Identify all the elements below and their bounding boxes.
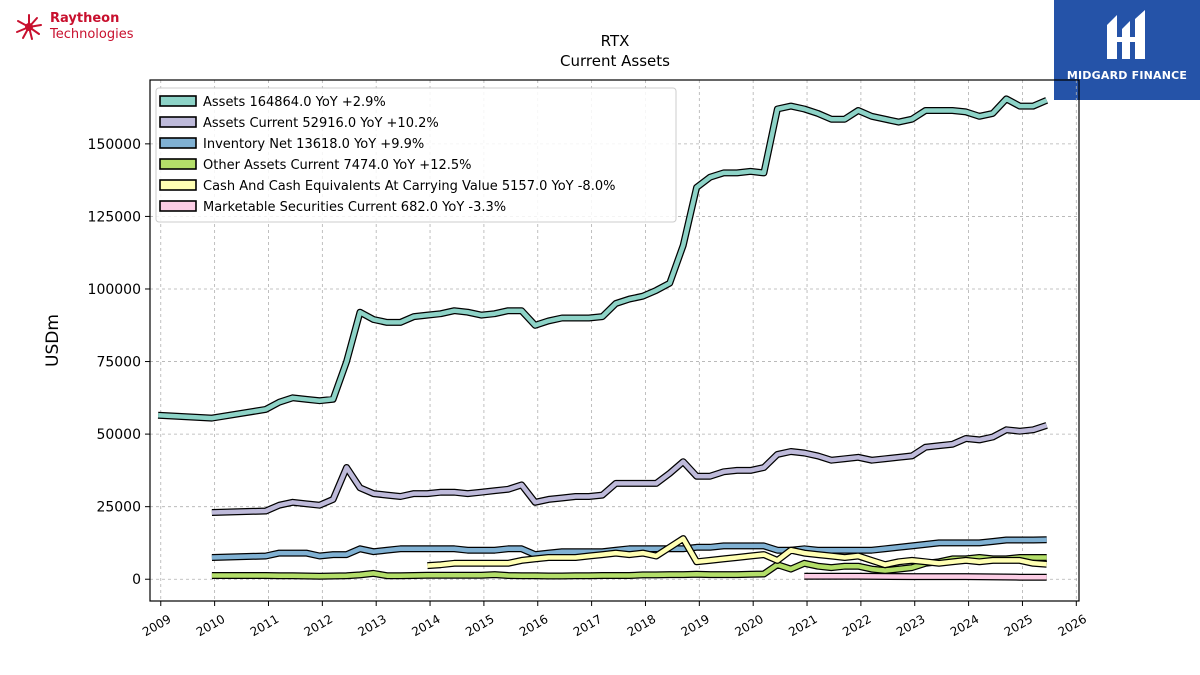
series-line-outline — [211, 422, 1048, 516]
x-tick-label: 2013 — [355, 612, 388, 639]
legend-label: Marketable Securities Current 682.0 YoY … — [203, 200, 506, 215]
series-line — [804, 574, 1047, 580]
plot-frame — [149, 79, 1080, 602]
series-line — [211, 555, 1047, 579]
logo-brand-text: MIDGARD FINANCE — [1066, 69, 1188, 82]
x-tick-label: 2020 — [732, 612, 765, 639]
legend-box — [155, 87, 677, 223]
x-tick-label: 2010 — [194, 612, 227, 639]
y-tick-label: 125000 — [88, 209, 141, 225]
legend-swatch — [159, 179, 197, 191]
midgard-monogram-icon — [1107, 10, 1145, 59]
x-tick-label: 2012 — [302, 612, 335, 639]
x-tick-label: 2025 — [1002, 612, 1035, 639]
x-tick-label: 2023 — [894, 612, 927, 639]
legend-label: Assets Current 52916.0 YoY +10.2% — [203, 116, 439, 131]
logo-text-line1: Raytheon — [50, 11, 120, 26]
x-tick-label: 2016 — [517, 612, 550, 639]
x-tick-label: 2015 — [463, 612, 496, 639]
legend-swatch — [159, 200, 197, 212]
y-tick-label: 150000 — [88, 137, 141, 153]
chart-title: RTX — [600, 32, 630, 50]
x-tick-label: 2017 — [571, 612, 604, 639]
series-line — [211, 537, 1047, 560]
raytheon-burst-icon — [16, 14, 42, 40]
y-tick-label: 100000 — [88, 282, 141, 298]
x-tick-label: 2019 — [679, 612, 712, 639]
raytheon-logo: Raytheon Technologies — [14, 10, 154, 46]
legend-swatch — [159, 158, 197, 170]
legend-label: Other Assets Current 7474.0 YoY +12.5% — [203, 158, 472, 173]
y-tick-label: 50000 — [96, 427, 141, 443]
x-tick-label: 2011 — [248, 612, 281, 639]
x-tick-label: 2018 — [625, 612, 658, 639]
x-tick-label: 2026 — [1056, 612, 1089, 639]
legend-swatch — [159, 95, 197, 107]
y-tick-label: 25000 — [96, 500, 141, 516]
x-tick-label: 2014 — [409, 612, 442, 639]
x-tick-label: 2024 — [948, 612, 981, 639]
legend-swatch — [159, 137, 197, 149]
midgard-finance-logo: MIDGARD FINANCE — [1054, 0, 1200, 100]
y-axis-label: USDm — [43, 314, 63, 367]
series-line — [211, 423, 1048, 515]
legend-label: Assets 164864.0 YoY +2.9% — [203, 95, 386, 110]
y-tick-label: 0 — [132, 572, 141, 588]
series-line — [157, 96, 1048, 421]
logo-text-line2: Technologies — [50, 27, 134, 42]
y-tick-label: 75000 — [96, 355, 141, 371]
x-tick-label: 2021 — [786, 612, 819, 639]
legend-label: Cash And Cash Equivalents At Carrying Va… — [203, 179, 615, 194]
series-line — [427, 536, 1047, 568]
legend-label: Inventory Net 13618.0 YoY +9.9% — [203, 137, 424, 152]
x-tick-label: 2022 — [840, 612, 873, 639]
chart-subtitle: Current Assets — [560, 52, 670, 70]
legend-swatch — [159, 116, 197, 128]
x-tick-label: 2009 — [140, 612, 173, 639]
